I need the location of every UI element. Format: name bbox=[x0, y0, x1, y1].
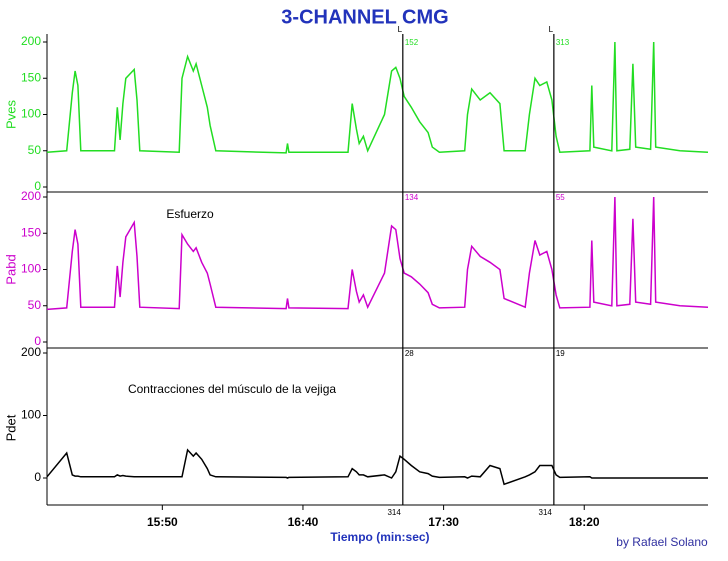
marker-value-label: 134 bbox=[405, 193, 419, 202]
marker-value-label: 152 bbox=[405, 38, 419, 47]
x-tick-label: 17:30 bbox=[428, 515, 459, 529]
marker-value-label: 55 bbox=[556, 193, 565, 202]
y-tick-label: 0 bbox=[34, 334, 41, 348]
marker-top-label: L bbox=[398, 25, 403, 34]
y-tick-label: 150 bbox=[21, 225, 41, 239]
y-tick-label: 50 bbox=[28, 298, 42, 312]
data-line bbox=[46, 196, 709, 311]
y-tick-label: 50 bbox=[28, 143, 42, 157]
y-axis-label: Pabd bbox=[3, 254, 18, 284]
marker-value-label: 313 bbox=[556, 38, 570, 47]
x-tick-label: 18:20 bbox=[569, 515, 600, 529]
data-line bbox=[46, 41, 709, 154]
x-tick-label: 15:50 bbox=[147, 515, 178, 529]
marker-bottom-label: 314 bbox=[387, 508, 401, 517]
annotation: Esfuerzo bbox=[166, 207, 214, 221]
marker-value-label: 28 bbox=[405, 349, 414, 358]
data-line bbox=[46, 448, 708, 486]
y-tick-label: 100 bbox=[21, 262, 41, 276]
y-tick-label: 200 bbox=[21, 34, 41, 48]
y-tick-label: 100 bbox=[21, 107, 41, 121]
y-tick-label: 200 bbox=[21, 189, 41, 203]
y-axis-label: Pves bbox=[3, 100, 18, 129]
chart-title: 3-CHANNEL CMG bbox=[281, 6, 448, 28]
y-tick-label: 0 bbox=[34, 470, 41, 484]
y-tick-label: 150 bbox=[21, 70, 41, 84]
y-tick-label: 0 bbox=[34, 179, 41, 193]
x-axis-label: Tiempo (min:sec) bbox=[330, 530, 429, 544]
y-tick-label: 200 bbox=[21, 345, 41, 359]
annotation: Contracciones del músculo de la vejiga bbox=[128, 382, 336, 396]
marker-value-label: 19 bbox=[556, 349, 565, 358]
x-tick-label: 16:40 bbox=[288, 515, 319, 529]
y-axis-label: Pdet bbox=[3, 414, 18, 441]
y-tick-label: 100 bbox=[21, 408, 41, 422]
marker-top-label: L bbox=[549, 25, 554, 34]
marker-bottom-label: 314 bbox=[539, 508, 553, 517]
credit: by Rafael Solano bbox=[616, 535, 708, 549]
